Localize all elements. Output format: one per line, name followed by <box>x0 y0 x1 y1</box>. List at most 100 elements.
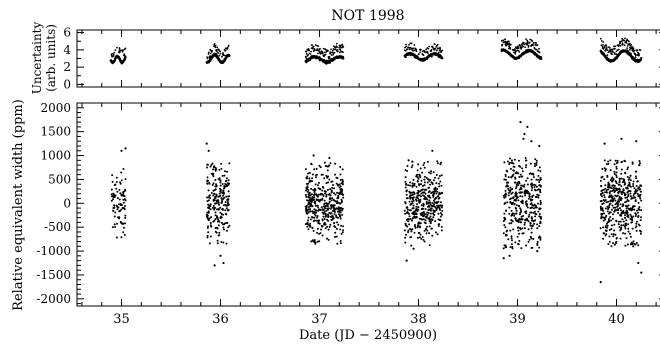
y-tick-label: -500 <box>44 220 71 234</box>
equivalent-width-point <box>325 165 328 167</box>
equivalent-width-point <box>433 203 435 206</box>
equivalent-width-point <box>627 178 630 181</box>
equivalent-width-point <box>510 192 513 195</box>
equivalent-width-point <box>637 201 640 204</box>
equivalent-width-point <box>533 222 536 225</box>
equivalent-width-point <box>440 229 443 232</box>
equivalent-width-point <box>425 232 428 235</box>
equivalent-width-point <box>538 207 541 210</box>
uncertainty-point <box>312 45 315 48</box>
equivalent-width-point <box>409 181 412 184</box>
equivalent-width-point <box>627 195 630 198</box>
equivalent-width-point <box>618 181 621 184</box>
equivalent-width-point <box>612 206 615 209</box>
equivalent-width-point <box>119 181 122 184</box>
equivalent-width-point <box>403 229 406 232</box>
equivalent-width-point <box>210 192 213 194</box>
equivalent-width-point <box>118 198 121 201</box>
equivalent-width-point <box>341 231 344 234</box>
equivalent-width-point <box>637 244 640 247</box>
equivalent-width-point <box>334 200 337 203</box>
equivalent-width-point <box>315 173 318 176</box>
equivalent-width-point <box>603 178 606 181</box>
equivalent-width-point <box>540 217 542 220</box>
equivalent-width-point <box>606 224 609 227</box>
equivalent-width-point <box>432 199 435 202</box>
equivalent-width-point <box>519 191 522 194</box>
equivalent-width-point <box>409 228 411 230</box>
equivalent-width-point <box>510 209 513 212</box>
uncertainty-point <box>600 40 603 42</box>
equivalent-width-point <box>215 199 218 202</box>
equivalent-width-point <box>430 227 433 230</box>
equivalent-width-point <box>615 202 618 205</box>
equivalent-width-point <box>513 158 516 161</box>
equivalent-width-point <box>222 192 225 195</box>
equivalent-width-point <box>333 225 336 228</box>
equivalent-width-point <box>325 193 328 196</box>
equivalent-width-point <box>320 193 323 196</box>
equivalent-width-point <box>213 208 216 211</box>
equivalent-width-point <box>411 193 414 196</box>
equivalent-width-point <box>206 235 209 237</box>
equivalent-width-point <box>511 239 513 242</box>
equivalent-width-point <box>325 202 328 204</box>
equivalent-width-point <box>418 173 421 176</box>
equivalent-width-point <box>113 194 116 196</box>
equivalent-width-point <box>325 205 328 207</box>
uncertainty-point <box>124 56 127 59</box>
equivalent-width-point <box>509 167 512 170</box>
equivalent-width-point <box>635 242 638 244</box>
equivalent-width-point <box>225 242 228 245</box>
equivalent-width-point <box>207 149 210 152</box>
uncertainty-point <box>518 51 521 53</box>
equivalent-width-point <box>227 198 230 201</box>
equivalent-width-point <box>607 243 610 246</box>
uncertainty-point <box>602 44 604 46</box>
equivalent-width-point <box>510 203 513 206</box>
equivalent-width-point <box>432 209 435 212</box>
uncertainty-point <box>437 47 440 50</box>
equivalent-width-point <box>404 212 407 215</box>
equivalent-width-point <box>406 170 409 172</box>
uncertainty-point <box>342 45 345 48</box>
uncertainty-point <box>611 48 614 51</box>
equivalent-width-point <box>324 215 327 218</box>
equivalent-width-point <box>220 213 223 215</box>
equivalent-width-point <box>119 182 122 185</box>
uncertainty-point <box>321 52 324 54</box>
equivalent-width-point <box>433 188 436 191</box>
equivalent-width-point <box>336 202 338 205</box>
equivalent-width-point <box>605 233 608 236</box>
equivalent-width-point <box>342 229 344 232</box>
equivalent-width-point <box>503 224 506 227</box>
equivalent-width-point <box>537 194 540 197</box>
equivalent-width-point <box>212 175 215 178</box>
equivalent-width-point <box>603 194 605 197</box>
equivalent-width-point <box>430 170 433 173</box>
equivalent-width-point <box>316 215 319 217</box>
uncertainty-point <box>437 51 440 54</box>
equivalent-width-point <box>512 201 515 204</box>
uncertainty-point <box>436 43 439 46</box>
equivalent-width-point <box>416 236 419 239</box>
uncertainty-point <box>334 48 337 51</box>
uncertainty-point <box>419 51 422 54</box>
equivalent-width-point <box>212 194 215 197</box>
equivalent-width-point <box>225 195 228 198</box>
uncertainty-point <box>634 54 637 57</box>
equivalent-width-point <box>636 189 639 192</box>
equivalent-width-point <box>419 167 422 170</box>
equivalent-width-point <box>638 206 641 209</box>
equivalent-width-point <box>603 159 606 162</box>
uncertainty-point <box>113 51 116 54</box>
uncertainty-point <box>311 44 313 46</box>
equivalent-width-point <box>605 201 608 204</box>
equivalent-width-point <box>441 213 443 216</box>
uncertainty-point <box>526 40 529 43</box>
equivalent-width-point <box>617 209 620 212</box>
uncertainty-point <box>315 49 318 51</box>
equivalent-width-point <box>224 201 227 204</box>
equivalent-width-point <box>334 231 337 234</box>
equivalent-width-point <box>119 221 122 223</box>
